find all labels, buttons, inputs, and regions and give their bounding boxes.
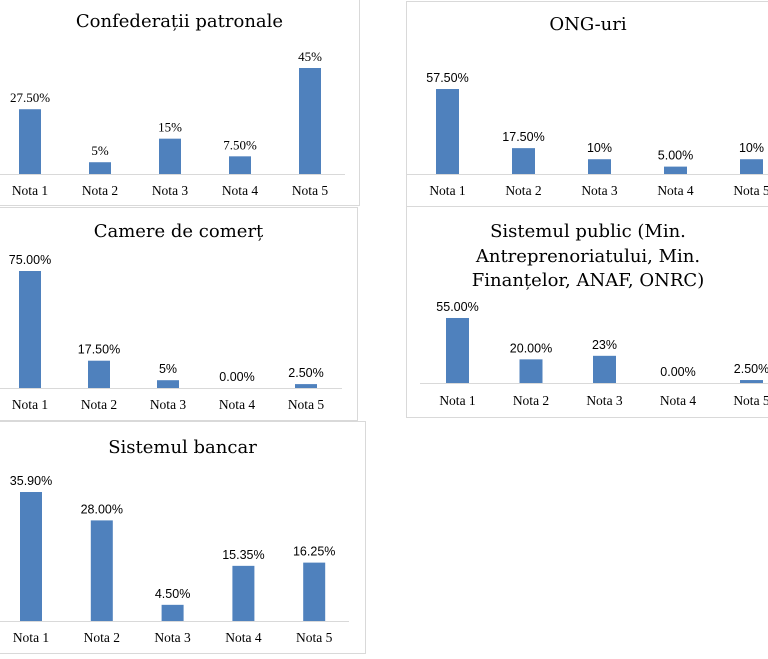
x-tick-label: Nota 4 — [219, 397, 256, 412]
x-tick-label: Nota 3 — [586, 393, 623, 408]
bar-nota-5 — [295, 384, 317, 388]
data-label: 35.90% — [10, 474, 52, 488]
bar-nota-3 — [161, 604, 184, 621]
x-tick-label: Nota 5 — [288, 397, 325, 412]
x-tick-label: Nota 1 — [12, 183, 48, 198]
data-label: 17.50% — [502, 130, 544, 144]
x-tick-label: Nota 4 — [657, 183, 694, 198]
bar-nota-1 — [20, 492, 42, 621]
bar-nota-1 — [19, 271, 41, 388]
x-tick-label: Nota 3 — [581, 183, 618, 198]
bar-nota-2 — [519, 359, 543, 383]
bar-nota-2 — [88, 360, 110, 388]
x-tick-label: Nota 3 — [150, 397, 187, 412]
bar-nota-1 — [446, 317, 469, 383]
chart-plot: 55.00% Nota 1 20.00% Nota 2 23% Nota 3 0.00% No… — [420, 300, 768, 408]
x-tick-label: Nota 5 — [296, 630, 333, 645]
x-tick-label: Nota 2 — [513, 393, 549, 408]
bar-nota-5 — [740, 380, 763, 383]
data-label: 0.00% — [660, 365, 695, 379]
data-label: 27.50% — [10, 90, 50, 105]
x-tick-label: Nota 1 — [13, 630, 49, 645]
bar-nota-2 — [512, 148, 535, 174]
chart-plot: 75.00% Nota 1 17.50% Nota 2 5% Nota 3 0.00% Not… — [0, 253, 342, 412]
chart-title: Camere de comerț — [93, 221, 264, 242]
data-label: 5% — [91, 143, 109, 158]
bar-nota-1 — [19, 109, 41, 174]
bar-nota-2 — [89, 162, 111, 174]
data-label: 45% — [298, 49, 322, 64]
x-tick-label: Nota 3 — [154, 630, 191, 645]
x-tick-label: Nota 5 — [733, 183, 768, 198]
data-label: 57.50% — [426, 71, 468, 85]
data-label: 16.25% — [293, 545, 335, 559]
data-label: 20.00% — [510, 341, 552, 355]
data-label: 17.50% — [78, 343, 120, 357]
data-label: 75.00% — [9, 253, 51, 267]
bar-nota-3 — [593, 355, 616, 383]
chart-ong-uri: ONG-uri 57.50% Nota 1 17.50% Nota 2 10% Nota … — [406, 1, 768, 208]
x-tick-label: Nota 4 — [222, 183, 259, 198]
data-label: 0.00% — [219, 370, 254, 384]
bar-nota-5 — [299, 67, 321, 174]
chart-title: Sistemul public (Min. Antreprenoriatului… — [471, 221, 705, 291]
x-tick-label: Nota 2 — [505, 183, 541, 198]
data-label: 4.50% — [155, 587, 190, 601]
x-tick-label: Nota 1 — [429, 183, 465, 198]
data-label: 5% — [159, 362, 177, 376]
bar-nota-4 — [229, 156, 251, 174]
x-tick-label: Nota 4 — [225, 630, 262, 645]
x-tick-label: Nota 4 — [660, 393, 697, 408]
chart-confederatii-patronale: Confederații patronale 27.50% Nota 1 5% Not… — [0, 0, 360, 206]
data-label: 2.50% — [288, 366, 323, 380]
chart-title: Confederații patronale — [75, 11, 284, 32]
data-label: 15% — [158, 120, 182, 135]
bar-nota-4 — [664, 166, 687, 174]
data-label: 5.00% — [658, 149, 693, 163]
bar-nota-3 — [157, 380, 179, 388]
data-label: 10% — [739, 141, 764, 155]
bar-nota-5 — [303, 562, 326, 621]
bar-nota-2 — [90, 520, 113, 621]
x-tick-label: Nota 5 — [733, 393, 768, 408]
data-label: 23% — [592, 338, 617, 352]
chart-plot: 35.90% Nota 1 28.00% Nota 2 4.50% Nota 3 15.35… — [0, 474, 349, 645]
x-tick-label: Nota 5 — [292, 183, 329, 198]
chart-title: ONG-uri — [549, 14, 627, 35]
data-label: 10% — [587, 141, 612, 155]
x-tick-label: Nota 2 — [81, 397, 117, 412]
chart-sistemul-public: Sistemul public (Min. Antreprenoriatului… — [406, 206, 768, 418]
bar-nota-5 — [740, 159, 763, 174]
data-label: 7.50% — [223, 137, 257, 152]
chart-title: Sistemul bancar — [108, 437, 257, 458]
x-tick-label: Nota 1 — [439, 393, 475, 408]
chart-plot: 27.50% Nota 1 5% Nota 2 15% Nota 3 7.50% Nota 4… — [0, 49, 345, 198]
data-label: 15.35% — [222, 548, 264, 562]
x-tick-label: Nota 2 — [84, 630, 120, 645]
bar-nota-4 — [232, 565, 255, 621]
bar-nota-3 — [588, 159, 611, 174]
data-label: 28.00% — [81, 502, 123, 516]
x-tick-label: Nota 3 — [152, 183, 189, 198]
data-label: 2.50% — [734, 362, 768, 376]
chart-sistemul-bancar: Sistemul bancar 35.90% Nota 1 28.00% Nota 2… — [0, 421, 366, 654]
x-tick-label: Nota 1 — [12, 397, 48, 412]
chart-plot: 57.50% Nota 1 17.50% Nota 2 10% Nota 3 5.00% No… — [407, 71, 768, 198]
data-label: 55.00% — [436, 300, 478, 314]
bar-nota-3 — [159, 138, 181, 174]
chart-camere-de-comert: Camere de comerț 75.00% Nota 1 17.50% Nota … — [0, 207, 358, 421]
bar-nota-1 — [436, 89, 459, 174]
x-tick-label: Nota 2 — [82, 183, 118, 198]
